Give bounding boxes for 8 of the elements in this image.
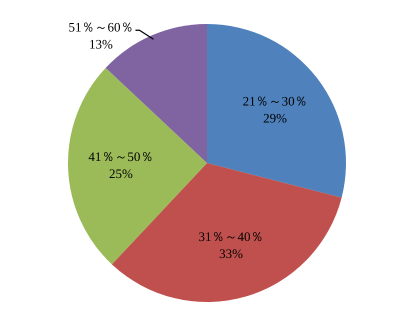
data-label: 29%: [263, 110, 288, 126]
data-label: 13%: [89, 36, 114, 52]
slice-label: 51％～60％: [68, 20, 134, 35]
slice-label: 31％～40％: [198, 229, 264, 244]
data-label: 33%: [219, 246, 244, 262]
slice-label: 41％～50％: [88, 149, 154, 164]
data-label: 25%: [108, 166, 133, 182]
slice-label: 21％～30％: [242, 94, 308, 109]
